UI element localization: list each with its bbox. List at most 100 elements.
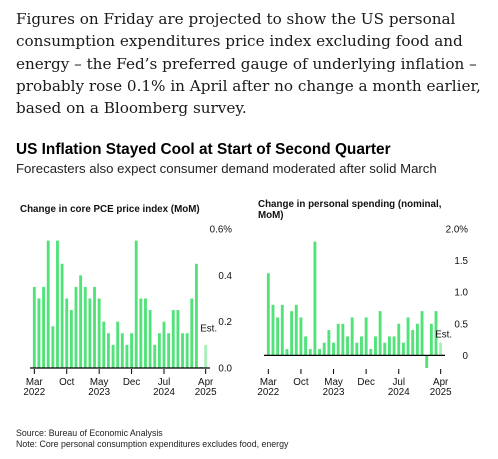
bar <box>406 317 410 356</box>
figure-title: US Inflation Stayed Cool at Start of Sec… <box>16 141 391 158</box>
bar <box>411 330 415 356</box>
bar <box>97 298 101 368</box>
bar <box>116 321 120 368</box>
x-tick-year: 2025 <box>430 387 452 398</box>
estimate-bar <box>439 342 443 356</box>
y-tick-label: 0.2 <box>218 317 232 328</box>
bar <box>299 317 303 356</box>
bar <box>162 321 166 368</box>
bar <box>102 321 106 368</box>
bar <box>176 310 180 368</box>
x-tick-label: May <box>324 377 343 388</box>
estimate-bar <box>204 344 208 368</box>
bar <box>378 311 382 356</box>
y-tick-label: 2.0% <box>446 225 469 236</box>
bar <box>355 342 359 356</box>
bar <box>153 344 157 368</box>
personal-spending-chart: Change in personal spending (nominal, MoM… <box>257 199 468 398</box>
bar <box>88 298 92 368</box>
bar <box>332 342 335 356</box>
bar <box>425 355 429 368</box>
x-tick-year: 2025 <box>195 387 217 398</box>
y-tick-label: 1.5 <box>454 256 468 267</box>
bar <box>336 323 340 356</box>
bar <box>387 336 391 356</box>
bar <box>429 323 433 356</box>
x-tick-year: 2024 <box>153 387 175 398</box>
bar <box>374 336 377 356</box>
x-tick-year: 2022 <box>23 387 45 398</box>
bar <box>276 317 280 356</box>
bar <box>167 333 171 368</box>
x-tick-label: Dec <box>357 377 375 388</box>
bar <box>346 336 349 356</box>
bar <box>83 286 87 368</box>
figure-subtitle: Forecasters also expect consumer demand … <box>16 161 437 176</box>
bar <box>266 273 270 356</box>
footer: Source: Bureau of Economic Analysis Note… <box>16 428 288 450</box>
bar <box>383 342 387 356</box>
x-tick-label: Oct <box>293 377 309 388</box>
x-tick-label: Jul <box>392 377 405 388</box>
bar <box>93 286 96 368</box>
bar <box>111 344 115 368</box>
bar <box>290 311 294 356</box>
bar <box>304 336 308 356</box>
source-note: Source: Bureau of Economic Analysis <box>16 428 163 438</box>
bar <box>190 298 194 368</box>
bar <box>397 323 401 356</box>
bar <box>46 240 50 368</box>
y-tick-label: 1.0 <box>454 288 468 299</box>
x-tick-label: Dec <box>123 377 141 388</box>
bar <box>106 333 110 368</box>
bar <box>157 333 161 368</box>
bar <box>69 310 73 368</box>
bar <box>181 333 184 368</box>
bar <box>322 342 326 356</box>
y-tick-label: 0.6% <box>210 225 233 236</box>
bar <box>60 263 64 368</box>
x-tick-label: Jul <box>158 377 171 388</box>
x-tick-label: Mar <box>260 377 278 388</box>
x-tick-year: 2023 <box>88 387 110 398</box>
bar <box>130 333 134 368</box>
x-tick-label: Apr <box>433 377 449 388</box>
definition-note: Note: Core personal consumption expendit… <box>16 439 289 449</box>
bar <box>144 298 147 368</box>
bar <box>350 317 354 356</box>
bar <box>318 349 322 356</box>
bar <box>51 326 55 368</box>
x-tick-label: Apr <box>198 377 214 388</box>
x-tick-year: 2023 <box>323 387 345 398</box>
bar <box>56 240 59 368</box>
bar <box>294 304 298 356</box>
bar <box>360 336 363 356</box>
x-tick-year: 2024 <box>388 387 410 398</box>
bar <box>280 304 284 356</box>
bar <box>327 330 331 356</box>
bar <box>401 342 405 356</box>
x-tick-label: Oct <box>59 377 75 388</box>
bar <box>120 333 124 368</box>
y-tick-label: 0.5 <box>454 319 468 330</box>
bar <box>285 349 289 356</box>
estimate-label: Est. <box>200 323 217 334</box>
bar <box>369 349 373 356</box>
chart-1-title: Change in personal spending (nominal, MoM… <box>258 199 442 221</box>
bar <box>420 311 424 356</box>
y-tick-label: 0.4 <box>218 271 232 282</box>
bar <box>308 349 312 356</box>
core-pce-chart: Change in core PCE price index (MoM) 0.0 0… <box>20 204 233 398</box>
x-tick-label: Mar <box>26 377 44 388</box>
bar <box>65 298 69 368</box>
bar <box>434 311 438 356</box>
bar <box>134 240 138 368</box>
y-tick-label: 0 <box>463 351 469 362</box>
bar <box>313 241 317 356</box>
article-paragraph: Figures on Friday are projected to show … <box>16 10 481 118</box>
x-tick-label: May <box>90 377 109 388</box>
bar <box>271 304 275 356</box>
y-tick-label: 0.0 <box>218 364 232 375</box>
bar <box>392 336 396 356</box>
